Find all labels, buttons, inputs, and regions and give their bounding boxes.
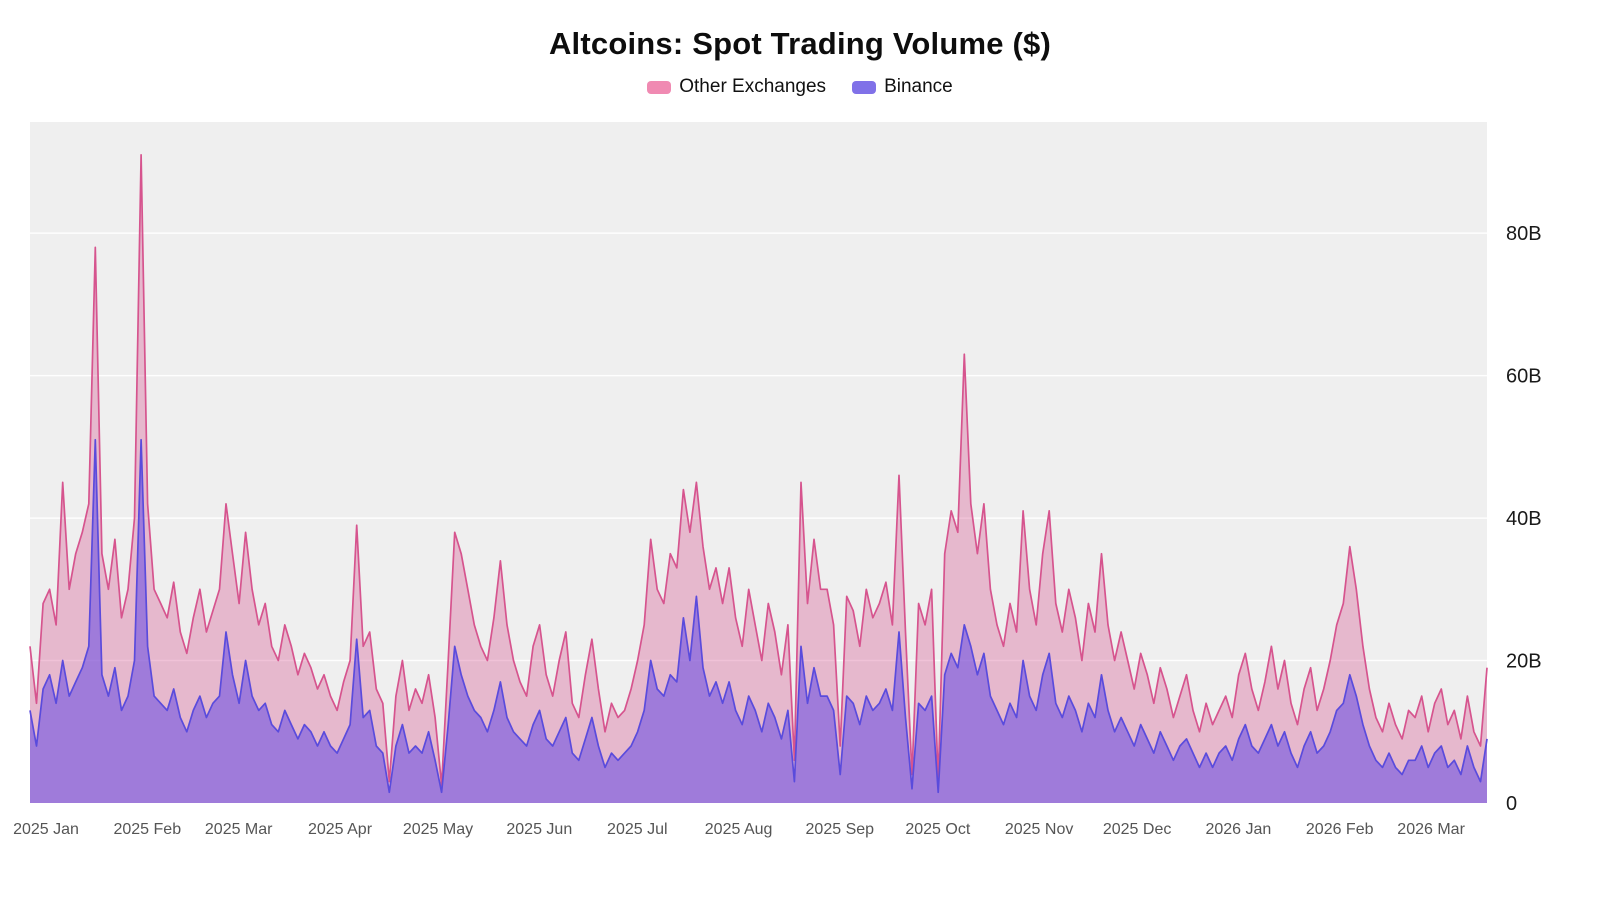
legend-swatch-binance xyxy=(852,80,877,94)
x-axis-label: 2025 Feb xyxy=(113,821,181,838)
x-axis-label: 2025 Sep xyxy=(806,821,875,838)
x-axis-label: 2026 Mar xyxy=(1397,821,1465,838)
y-axis-label: 20B xyxy=(1506,651,1542,673)
line-binance xyxy=(29,438,1488,794)
legend-swatch-other-exchanges xyxy=(647,80,672,94)
plot-background xyxy=(30,122,1487,803)
x-axis-label: 2025 Jul xyxy=(607,821,668,838)
x-axis-label: 2025 Apr xyxy=(308,821,373,838)
legend-label-binance: Binance xyxy=(884,76,953,97)
x-axis-label: 2025 Jan xyxy=(13,821,79,838)
y-axis-label: 60B xyxy=(1506,366,1542,388)
x-axis-label: 2025 May xyxy=(403,821,473,838)
legend-label-other-exchanges: Other Exchanges xyxy=(679,76,827,97)
area-binance xyxy=(30,439,1487,803)
x-axis-label: 2025 Oct xyxy=(905,821,970,838)
y-axis-label: 40B xyxy=(1506,508,1542,530)
y-axis-label: 0 xyxy=(1506,793,1517,815)
x-axis-label: 2026 Feb xyxy=(1306,821,1374,838)
legend-item-binance[interactable]: Binance xyxy=(852,76,953,98)
x-axis-label: 2026 Jan xyxy=(1205,821,1271,838)
x-axis-label: 2025 Mar xyxy=(205,821,273,838)
x-axis-label: 2025 Aug xyxy=(705,821,773,838)
chart-legend: Other Exchanges Binance xyxy=(0,76,1600,98)
y-axis-label: 80B xyxy=(1506,223,1542,245)
x-axis-label: 2025 Jun xyxy=(506,821,572,838)
x-axis-label: 2025 Dec xyxy=(1103,821,1172,838)
legend-item-other-exchanges[interactable]: Other Exchanges xyxy=(647,76,826,98)
x-axis-label: 2025 Nov xyxy=(1005,821,1074,838)
chart-title: Altcoins: Spot Trading Volume ($) xyxy=(548,26,1052,61)
line-other-exchanges xyxy=(29,153,1488,787)
